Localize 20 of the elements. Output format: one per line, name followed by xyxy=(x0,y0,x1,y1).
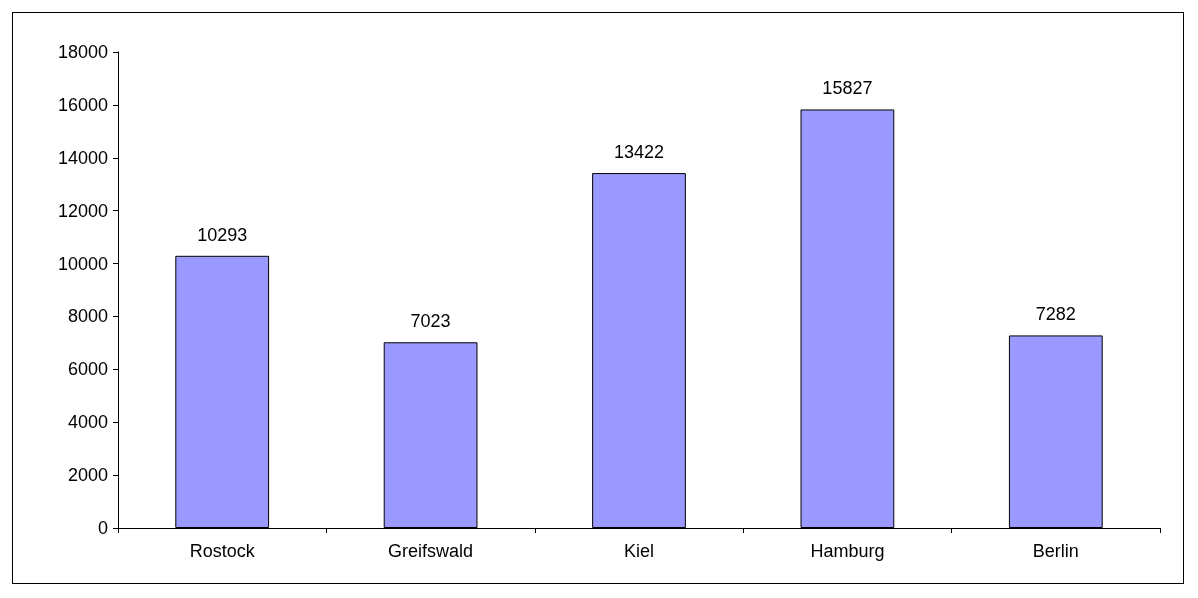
y-tick-label: 12000 xyxy=(57,200,108,221)
data-label: 7023 xyxy=(410,311,451,332)
data-label: 7282 xyxy=(1035,304,1076,325)
y-tick-label: 8000 xyxy=(67,306,108,327)
y-tick-label: 4000 xyxy=(67,412,108,433)
data-label: 15827 xyxy=(822,78,873,99)
data-label: 10293 xyxy=(197,224,248,245)
y-tick-label: 2000 xyxy=(67,465,108,486)
y-tick-label: 0 xyxy=(97,518,108,538)
x-tick-label: Hamburg xyxy=(810,541,885,561)
data-label: 13422 xyxy=(613,142,665,163)
x-tick-label: Greifswald xyxy=(388,541,474,561)
y-tick-label: 14000 xyxy=(57,147,108,168)
y-tick-label: 18000 xyxy=(57,42,108,62)
x-tick-label: Rostock xyxy=(189,541,256,561)
y-tick-label: 10000 xyxy=(57,253,108,274)
x-tick-label: Kiel xyxy=(623,541,655,561)
x-tick-label: Berlin xyxy=(1032,541,1079,561)
y-tick-label: 6000 xyxy=(67,359,108,380)
y-tick-label: 16000 xyxy=(57,94,108,115)
